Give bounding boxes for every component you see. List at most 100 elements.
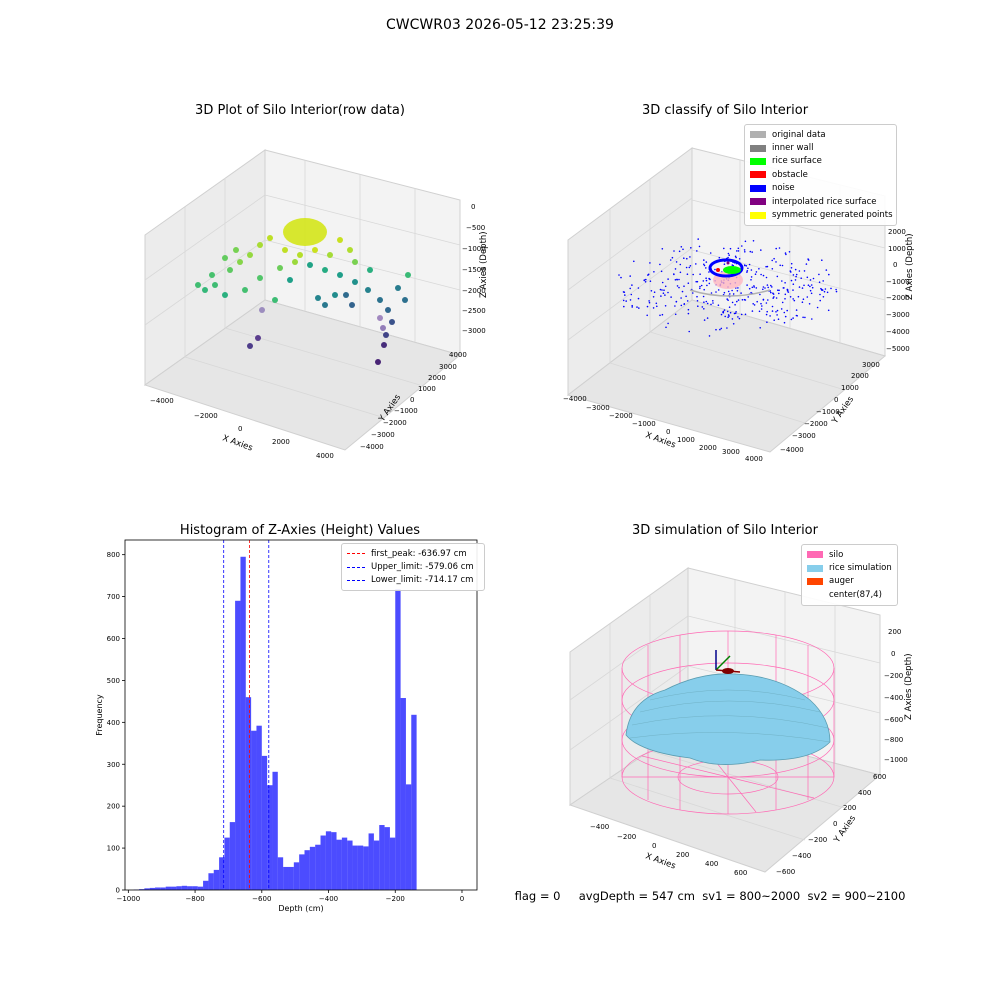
noise-point <box>689 265 692 267</box>
noise-point <box>636 306 638 308</box>
legend-swatch <box>807 591 823 598</box>
p1-xtick: 2000 <box>272 438 290 446</box>
histogram-bar <box>309 846 316 890</box>
noise-point <box>784 282 786 284</box>
noise-point <box>629 275 631 277</box>
p4-zlabel: Z Axies (Depth) <box>904 653 914 720</box>
legend-label: symmetric generated points <box>772 210 893 221</box>
noise-point <box>798 286 801 288</box>
noise-point <box>746 284 748 286</box>
histogram-bar <box>352 845 358 890</box>
noise-point <box>767 286 769 289</box>
silo-wireframe <box>621 630 835 815</box>
noise-point <box>697 305 699 308</box>
noise-point <box>703 308 705 310</box>
p4-ytick: 200 <box>843 804 856 812</box>
legend-label: noise <box>772 183 795 194</box>
legend-swatch <box>750 211 766 219</box>
noise-point <box>778 292 780 295</box>
histogram-bar <box>299 854 305 890</box>
noise-point <box>772 292 774 295</box>
noise-point <box>733 312 736 315</box>
noise-point <box>653 271 655 273</box>
noise-point <box>792 298 794 300</box>
p2-ytick: −2000 <box>804 420 828 428</box>
histogram-bar <box>192 886 198 890</box>
noise-point <box>790 262 793 265</box>
p4-xlabel: X Axies <box>644 851 677 871</box>
noise-point <box>701 306 704 308</box>
noise-point <box>734 304 736 306</box>
noise-point <box>708 271 710 273</box>
noise-point <box>761 305 763 307</box>
noise-point <box>762 286 765 288</box>
noise-point <box>695 263 697 265</box>
noise-point <box>788 251 791 253</box>
noise-point <box>710 292 713 294</box>
noise-point <box>752 240 755 242</box>
noise-point <box>682 248 684 251</box>
noise-point <box>747 296 749 298</box>
noise-point <box>781 264 784 267</box>
histogram-xtick-label: −600 <box>252 895 271 903</box>
noise-point <box>819 293 821 296</box>
noise-point <box>729 311 732 314</box>
noise-point <box>794 279 797 281</box>
noise-point <box>819 299 821 302</box>
noise-point <box>732 293 735 295</box>
noise-point <box>696 280 699 283</box>
noise-point <box>667 322 669 325</box>
noise-point <box>740 292 742 294</box>
noise-point <box>703 288 705 291</box>
noise-point <box>702 295 705 298</box>
noise-point <box>708 277 710 280</box>
noise-point <box>659 314 661 317</box>
histogram-bar <box>304 850 310 890</box>
noise-point <box>795 275 797 278</box>
noise-point <box>695 280 697 283</box>
noise-point <box>750 279 752 281</box>
histogram-bar <box>139 889 145 890</box>
p1-xtick: −2000 <box>194 412 218 420</box>
histogram-bar <box>240 556 246 890</box>
panel4-title: 3D simulation of Silo Interior <box>632 523 818 538</box>
noise-point <box>753 285 755 287</box>
noise-point <box>794 268 797 271</box>
p2-legend: original data inner wall rice surface ob… <box>744 124 897 226</box>
noise-point <box>754 273 757 276</box>
noise-point <box>652 296 655 298</box>
noise-point <box>660 295 662 297</box>
noise-point <box>765 313 768 316</box>
noise-point <box>769 315 771 317</box>
noise-point <box>759 293 761 296</box>
noise-point <box>706 317 709 319</box>
p4-ztick: −800 <box>884 736 903 744</box>
noise-point <box>784 252 787 254</box>
noise-point <box>755 271 758 273</box>
legend-swatch <box>750 144 766 152</box>
p2-ztick: −2000 <box>886 294 910 302</box>
noise-point <box>771 305 774 308</box>
histogram-bar <box>197 886 204 890</box>
histogram-ytick-label: 800 <box>107 551 120 559</box>
histogram-bar <box>261 755 268 890</box>
noise-point <box>622 291 625 293</box>
noise-point <box>790 279 793 282</box>
noise-point <box>664 285 667 288</box>
noise-point <box>680 304 683 307</box>
noise-point <box>746 270 749 272</box>
histogram-bar <box>373 840 380 890</box>
p2-ztick: −3000 <box>886 311 910 319</box>
noise-point <box>643 279 645 282</box>
noise-point <box>726 327 728 329</box>
noise-point <box>810 292 813 295</box>
histogram-bar <box>347 840 353 890</box>
p4-ztick: −600 <box>884 716 903 724</box>
noise-point <box>715 328 717 331</box>
noise-point <box>687 282 690 285</box>
noise-point <box>680 246 683 248</box>
noise-point <box>737 299 740 301</box>
noise-point <box>810 284 813 286</box>
noise-point <box>692 292 694 294</box>
noise-point <box>685 295 687 298</box>
